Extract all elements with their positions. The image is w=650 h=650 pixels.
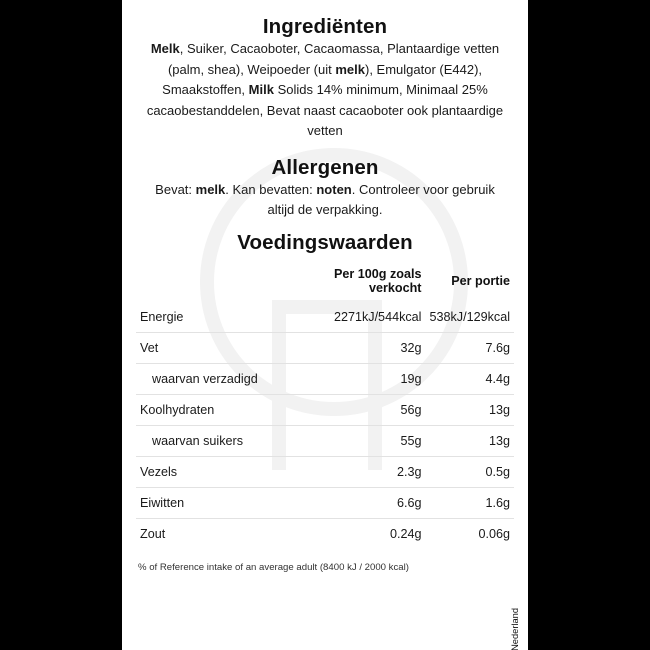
nutrition-row-per-portion: 13g [425, 424, 514, 456]
column-header-per-100g: Per 100g zoals verkocht [333, 266, 422, 295]
column-header-per-portion: Per portie [451, 273, 510, 288]
ingredients-heading: Ingrediënten [262, 15, 388, 38]
column-header-blank [136, 267, 287, 302]
label-content: Ingrediënten Melk, Suiker, Cacaoboter, C… [122, 0, 528, 574]
table-row: waarvan suikers 55g 13g [136, 424, 514, 456]
table-row: Energie 2271kJ/544kcal 538kJ/129kcal [136, 302, 514, 333]
nutrition-row-per-portion: 13g [425, 393, 514, 425]
nutrition-row-per-100g: 2.3g [287, 455, 426, 487]
table-row: waarvan verzadigd 19g 4.4g [136, 362, 514, 394]
nutrition-row-label: Zout [136, 517, 288, 549]
nutrition-row-label: Energie [140, 309, 184, 324]
nutrition-row-label: Vezels [136, 455, 288, 487]
table-row: Vet 32g 7.6g [136, 331, 514, 363]
nutrition-row-label: waarvan verzadigd [136, 362, 288, 394]
nutrition-footnote: % of Reference intake of an average adul… [138, 561, 409, 573]
nutrition-row-per-100g: 0.24g [287, 517, 426, 549]
allergens-heading: Allergenen [271, 155, 379, 179]
nutrition-heading: Voedingswaarden [237, 230, 413, 254]
nutrition-row-per-portion: 0.5g [425, 455, 514, 487]
nutrition-row-per-portion: 0.06g [425, 517, 514, 549]
nutrition-row-per-100g: 6.6g [287, 486, 426, 518]
nutrition-row-per-portion: 4.4g [425, 362, 514, 394]
label-panel: Ingrediënten Melk, Suiker, Cacaoboter, C… [122, 0, 528, 650]
table-row: Koolhydraten 56g 13g [136, 393, 514, 425]
nutrition-row-per-100g: 55g [287, 424, 426, 456]
nutrition-row-per-portion: 538kJ/129kcal [429, 309, 510, 324]
nutrition-row-label: Koolhydraten [136, 393, 288, 425]
nutrition-row-per-100g: 56g [287, 393, 426, 425]
nutrition-row-per-portion: 1.6g [425, 486, 514, 518]
nutrition-row-label: Vet [136, 331, 288, 363]
nutrition-row-label: waarvan suikers [136, 424, 288, 456]
nutrition-table: Per 100g zoals verkocht Per portie Energ… [136, 267, 514, 549]
nutrition-table-head: Per 100g zoals verkocht Per portie [136, 267, 514, 302]
ingredients-text: Melk, Suiker, Cacaoboter, Cacaomassa, Pl… [146, 41, 504, 138]
importer-side-note: Geïmporteerd/Gedistribueerd door Kellys … [510, 608, 520, 650]
nutrition-table-body: Energie 2271kJ/544kcal 538kJ/129kcal Vet 32g… [136, 302, 514, 549]
nutrition-row-per-100g: 2271kJ/544kcal [333, 309, 422, 324]
allergens-text: Bevat: melk. Kan bevatten: noten. Contro… [155, 181, 495, 218]
nutrition-row-per-100g: 19g [287, 362, 426, 394]
table-header-row: Per 100g zoals verkocht Per portie [136, 267, 514, 302]
table-row: Zout 0.24g 0.06g [136, 517, 514, 549]
nutrition-row-label: Eiwitten [136, 486, 288, 518]
nutrition-row-per-portion: 7.6g [425, 331, 514, 363]
table-row: Eiwitten 6.6g 1.6g [136, 486, 514, 518]
nutrition-row-per-100g: 32g [287, 331, 426, 363]
table-row: Vezels 2.3g 0.5g [136, 455, 514, 487]
